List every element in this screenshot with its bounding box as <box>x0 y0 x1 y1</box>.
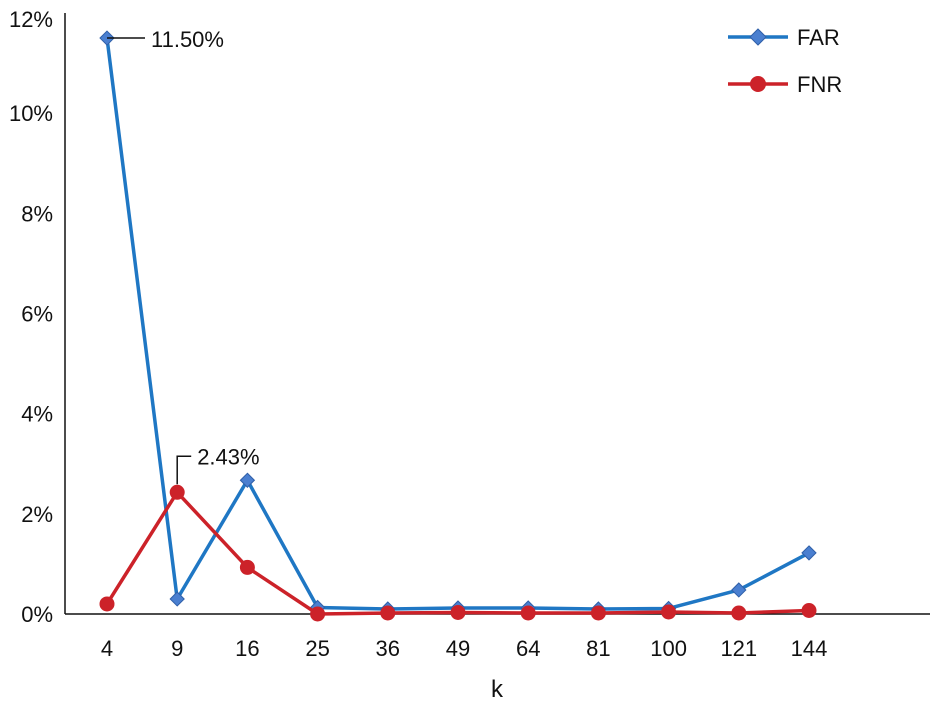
y-tick-label: 6% <box>21 302 53 327</box>
legend-marker-fnr <box>750 76 766 92</box>
data-point-fnr <box>661 604 677 620</box>
x-tick-label: 16 <box>235 636 259 661</box>
data-point-fnr <box>380 605 396 621</box>
x-tick-label: 36 <box>376 636 400 661</box>
x-tick-label: 9 <box>171 636 183 661</box>
data-point-fnr <box>450 604 466 620</box>
y-tick-label: 4% <box>21 402 53 427</box>
x-axis-title: k <box>491 676 504 703</box>
data-point-fnr <box>801 602 817 618</box>
legend-marker-far <box>749 28 767 46</box>
x-tick-label: 81 <box>586 636 610 661</box>
annotation-leader <box>176 455 192 485</box>
x-tick-label: 144 <box>791 636 828 661</box>
chart-annotations: 11.50% 2.43% <box>107 27 260 485</box>
y-tick-label: 8% <box>21 201 53 226</box>
data-point-far <box>239 472 256 488</box>
y-tick-label: 2% <box>21 502 53 527</box>
x-tick-label: 25 <box>305 636 329 661</box>
legend-label: FNR <box>797 72 842 97</box>
x-tick-label: 121 <box>720 636 757 661</box>
x-tick-label: 4 <box>101 636 113 661</box>
data-point-fnr <box>520 605 536 621</box>
legend-label: FAR <box>797 25 840 50</box>
data-label: 2.43% <box>197 444 259 469</box>
series-line-far <box>105 37 810 611</box>
data-point-fnr <box>731 605 747 621</box>
x-tick-label: 64 <box>516 636 540 661</box>
data-point-fnr <box>239 559 255 575</box>
data-point-fnr <box>310 606 326 622</box>
data-point-far <box>731 582 747 598</box>
data-point-fnr <box>99 596 115 612</box>
data-label: 11.50% <box>151 27 224 52</box>
series-line-fnr <box>105 490 810 616</box>
chart-series <box>99 30 817 622</box>
y-tick-label: 10% <box>9 101 53 126</box>
x-tick-label: 100 <box>650 636 687 661</box>
data-point-fnr <box>590 605 606 621</box>
data-point-far <box>801 545 817 561</box>
data-point-fnr <box>169 484 185 500</box>
x-tick-label: 49 <box>446 636 470 661</box>
y-tick-label: 12% <box>9 7 53 32</box>
data-point-far <box>169 591 185 607</box>
chart-legend: FAR FNR <box>728 25 842 97</box>
y-tick-label: 0% <box>21 602 53 627</box>
